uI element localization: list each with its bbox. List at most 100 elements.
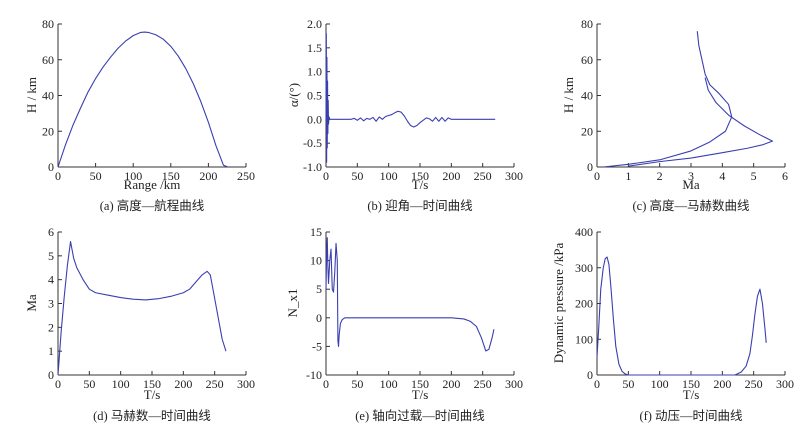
panel-b-caption: (b) 迎角—时间曲线	[367, 199, 473, 213]
panel-c-series-line-1	[628, 77, 774, 167]
panel-a-ytick-label: 60	[42, 53, 54, 67]
panel-b-ylabel: α/(°)	[286, 83, 301, 107]
panel-b-ytick-label: 0.0	[307, 112, 322, 126]
panel-a-xtick-label: 50	[90, 169, 102, 183]
panel-b-xlabel: T/s	[412, 177, 429, 192]
panel-a-xlabel: Range /km	[124, 177, 181, 192]
panel-a-ytick-label: 20	[42, 124, 54, 138]
panel-e-series-line-0	[325, 237, 495, 352]
panel-d-xtick-label: 100	[112, 377, 130, 391]
panel-e-ytick-label: -10	[306, 368, 322, 382]
panel-d-ylabel: Ma	[24, 294, 39, 312]
panel-e-ytick-label: 10	[310, 254, 322, 268]
panel-a-ytick-label: 40	[42, 89, 54, 103]
panel-c-series-line-0	[603, 31, 733, 168]
panel-e-xtick-label: 100	[380, 377, 398, 391]
panel-d-xtick-label: 50	[83, 377, 95, 391]
panel-f-ytick-label: 200	[575, 297, 593, 311]
panel-e-xtick-label: 200	[442, 377, 460, 391]
panel-f-ytick-label: 400	[575, 225, 593, 239]
panel-f-xtick-label: 50	[622, 377, 634, 391]
panel-f-ytick-label: 100	[575, 332, 593, 346]
panel-a-ytick-label: 0	[48, 160, 54, 174]
panel-e-xtick-label: 250	[474, 377, 492, 391]
panel-e-xtick-label: 150	[411, 377, 429, 391]
panel-d: T/s Ma (d) 马赫数—时间曲线 0 50 100 150 200 250 300 0 1…	[24, 225, 255, 423]
panel-f-xtick-label: 300	[776, 377, 794, 391]
panel-a-xtick-label: 150	[162, 169, 180, 183]
panel-f-xtick-label: 150	[682, 377, 700, 391]
panel-d-xtick-label: 200	[174, 377, 192, 391]
panel-b-xtick-label: 200	[442, 169, 460, 183]
panel-f-xlabel: T/s	[683, 387, 700, 402]
panel-c-xtick-label: 2	[657, 169, 663, 183]
panel-d-ytick-label: 5	[48, 249, 54, 263]
panel-e-ylabel: N_x1	[285, 289, 300, 318]
panel-d-ytick-label: 4	[48, 273, 54, 287]
panel-f-xtick-label: 100	[651, 377, 669, 391]
panel-f-series-line-0	[596, 256, 767, 376]
panel-c-xtick-label: 5	[751, 169, 757, 183]
panel-c-xtick-label: 4	[719, 169, 725, 183]
panel-a-xtick-label: 250	[237, 169, 255, 183]
panel-e-ytick-label: -5	[312, 339, 322, 353]
panel-e-xlabel: T/s	[412, 387, 429, 402]
panel-a-series-line-0	[57, 31, 229, 168]
panel-f-ytick-label: 0	[587, 368, 593, 382]
panel-c-ylabel: H / km	[561, 77, 576, 113]
panel-c-ytick-label: 40	[581, 89, 593, 103]
panel-b-ytick-label: 1.0	[307, 65, 322, 79]
panel-b-xtick-label: 300	[505, 169, 523, 183]
panel-e-caption: (e) 轴向过载—时间曲线	[355, 408, 485, 423]
panel-e-xtick-label: 50	[351, 377, 363, 391]
panel-c-xtick-label: 6	[782, 169, 788, 183]
panel-b-xtick-label: 50	[351, 169, 363, 183]
panel-c-caption: (c) 高度—马赫数曲线	[633, 198, 750, 213]
panel-d-xlabel: T/s	[144, 387, 161, 402]
panel-d-ytick-label: 2	[48, 320, 54, 334]
panel-f-xtick-label: 200	[713, 377, 731, 391]
panel-b-xtick-label: 250	[474, 169, 492, 183]
panel-f-xtick-label: 0	[594, 377, 600, 391]
panel-c-ytick-label: 0	[587, 160, 593, 174]
panel-a-ylabel: H / km	[24, 77, 39, 113]
panel-e-xtick-label: 0	[323, 377, 329, 391]
panel-d-ytick-label: 1	[48, 344, 54, 358]
panel-f-ylabel: Dynamic pressure /kPa	[551, 242, 566, 363]
panel-b-ytick-label: -1.0	[303, 160, 322, 174]
panel-a-xtick-label: 200	[199, 169, 217, 183]
panel-e: T/s N_x1 (e) 轴向过载—时间曲线 0 50 100 150 200 250 30…	[285, 225, 523, 423]
panel-c-ytick-label: 20	[581, 124, 593, 138]
panel-e-ytick-label: 5	[316, 282, 322, 296]
panel-a-xtick-label: 100	[124, 169, 142, 183]
panel-e-ytick-label: 0	[316, 311, 322, 325]
panel-d-xtick-label: 250	[206, 377, 224, 391]
panel-e-ytick-label: 15	[310, 225, 322, 239]
panel-d-xtick-label: 300	[237, 377, 255, 391]
panel-f-xtick-label: 250	[745, 377, 763, 391]
panel-b-ytick-label: 0.5	[307, 89, 322, 103]
panel-f-caption: (f) 动压—时间曲线	[639, 409, 743, 423]
panel-c-ytick-label: 60	[581, 53, 593, 67]
panel-a-xtick-label: 0	[55, 169, 61, 183]
panel-c-xlabel: Ma	[682, 177, 700, 192]
panel-f: T/s Dynamic pressure /kPa (f) 动压—时间曲线 0 5…	[551, 225, 794, 423]
panel-d-xtick-label: 150	[143, 377, 161, 391]
panel-a-ytick-label: 80	[42, 17, 54, 31]
panel-b-series-line-0	[325, 32, 496, 163]
panel-d-xtick-label: 0	[55, 377, 61, 391]
panel-d-series-line-0	[57, 240, 227, 376]
panel-d-caption: (d) 马赫数—时间曲线	[93, 408, 211, 423]
panel-d-ytick-label: 3	[48, 297, 54, 311]
panel-b-xtick-label: 150	[411, 169, 429, 183]
panel-b-ytick-label: 1.5	[307, 41, 322, 55]
panel-b-ytick-label: -0.5	[303, 136, 322, 150]
panel-c-ytick-label: 80	[581, 17, 593, 31]
panel-b-xtick-label: 100	[380, 169, 398, 183]
panel-d-ytick-label: 0	[48, 368, 54, 382]
panel-b-xtick-label: 0	[323, 169, 329, 183]
panel-a: Range /km H / km (a) 高度—航程曲线 0 50 100 150 20…	[24, 17, 255, 213]
panel-e-xtick-label: 300	[505, 377, 523, 391]
panel-c-xtick-label: 1	[625, 169, 631, 183]
